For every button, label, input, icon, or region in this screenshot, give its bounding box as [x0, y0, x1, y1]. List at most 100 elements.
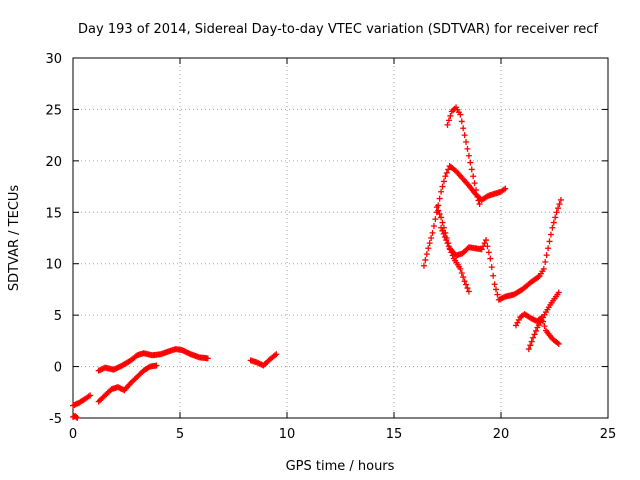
data-point — [273, 351, 280, 358]
data-point — [461, 278, 468, 285]
data-point — [532, 327, 539, 334]
y-tick-label: 20 — [45, 155, 62, 170]
series-track-4 — [95, 362, 160, 405]
data-point — [476, 201, 483, 208]
data-point — [87, 392, 94, 399]
data-point — [493, 286, 500, 293]
grid — [73, 58, 608, 418]
data-point — [543, 252, 550, 259]
x-tick-label: 20 — [493, 427, 510, 442]
data-point — [440, 178, 447, 185]
x-tick-label: 0 — [69, 427, 77, 442]
data-point — [474, 193, 481, 200]
data-point — [555, 205, 562, 212]
x-tick-label: 10 — [279, 427, 296, 442]
series-track-9 — [438, 224, 472, 295]
data-point — [426, 240, 433, 247]
data-point — [483, 237, 490, 244]
data-point — [438, 188, 445, 195]
data-point — [439, 227, 446, 234]
data-point — [74, 415, 81, 421]
data-point — [478, 246, 485, 253]
data-point — [439, 183, 446, 190]
data-point — [530, 334, 537, 341]
data-point — [425, 245, 432, 252]
data-point — [73, 413, 80, 420]
y-tick-label: 30 — [45, 52, 62, 67]
data-point — [467, 159, 474, 166]
y-tick-label: 5 — [54, 309, 62, 324]
data-point — [458, 269, 465, 276]
data-point — [552, 214, 559, 221]
data-point — [444, 240, 451, 247]
data-point — [441, 233, 448, 240]
data-point — [444, 121, 451, 128]
x-tick-label: 25 — [600, 427, 617, 442]
data-point — [525, 346, 532, 353]
data-point — [549, 224, 556, 231]
data-point — [547, 231, 554, 238]
data-point — [422, 256, 429, 263]
data-points — [70, 104, 564, 421]
data-point — [465, 288, 472, 295]
chart-title: Day 193 of 2014, Sidereal Day-to-day VTE… — [78, 22, 598, 37]
data-point — [531, 331, 538, 338]
data-point — [487, 255, 494, 262]
data-point — [545, 245, 552, 252]
y-axis-label: SDTVAR / TECUs — [7, 185, 22, 292]
data-point — [468, 166, 475, 173]
data-point — [443, 169, 450, 176]
data-point — [527, 342, 534, 349]
data-point — [463, 281, 470, 288]
data-point — [460, 274, 467, 281]
data-point — [429, 229, 436, 236]
series-track-1 — [70, 392, 94, 409]
series-track-8 — [444, 104, 483, 208]
data-point — [439, 219, 446, 226]
data-point — [485, 249, 492, 256]
data-point — [550, 219, 557, 226]
x-axis-label: GPS time / hours — [286, 459, 395, 474]
data-point — [435, 207, 442, 214]
y-tick-label: -5 — [49, 412, 62, 427]
data-point — [557, 196, 564, 203]
data-point — [447, 112, 454, 119]
data-point — [464, 145, 471, 152]
y-tick-label: 10 — [45, 258, 62, 273]
data-point — [488, 264, 495, 271]
data-point — [502, 185, 509, 192]
data-point — [490, 272, 497, 279]
data-point — [556, 201, 563, 208]
data-point — [491, 281, 498, 288]
data-point — [546, 238, 553, 245]
data-point — [440, 230, 447, 237]
y-tick-label: 15 — [45, 206, 62, 221]
data-point — [554, 339, 561, 346]
data-point — [442, 173, 449, 180]
data-point — [463, 139, 470, 145]
series-track-3 — [95, 346, 211, 374]
data-point — [484, 243, 491, 250]
series-track-2 — [70, 412, 81, 421]
data-point — [420, 262, 427, 269]
y-tick-label: 0 — [54, 361, 62, 376]
data-point — [460, 125, 467, 132]
x-tick-label: 5 — [176, 427, 184, 442]
data-point — [555, 289, 562, 296]
axes-ticks: 0 5 10 15 20 25 -5 0 5 10 15 20 25 30 — [45, 52, 616, 442]
data-point — [447, 246, 454, 253]
data-point — [428, 235, 435, 241]
data-point — [204, 355, 211, 362]
data-point — [470, 173, 477, 180]
data-point — [153, 362, 160, 369]
data-point — [471, 180, 478, 187]
data-point — [458, 118, 465, 125]
data-point — [540, 265, 547, 272]
y-tick-label: 25 — [45, 103, 62, 118]
series-track-7 — [433, 196, 564, 303]
x-tick-label: 15 — [386, 427, 403, 442]
series-track-5 — [247, 351, 280, 369]
data-point — [553, 209, 560, 216]
data-point — [445, 117, 452, 124]
